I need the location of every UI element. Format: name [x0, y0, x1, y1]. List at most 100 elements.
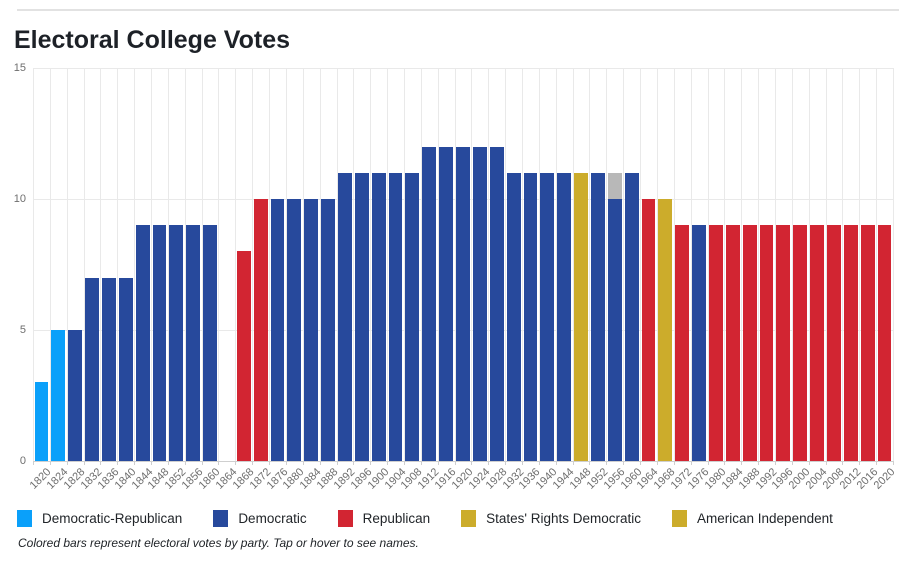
bar-2012-republican[interactable]: [843, 225, 858, 461]
bar-1820-democratic-republican[interactable]: [34, 382, 49, 461]
gridline-vertical: [353, 68, 355, 461]
bar-1896-democratic[interactable]: [354, 172, 369, 461]
x-axis-tick: [690, 461, 692, 465]
bar-2020-republican[interactable]: [877, 225, 892, 461]
bar-1944-democratic[interactable]: [557, 172, 572, 461]
bar-1852-democratic[interactable]: [169, 225, 184, 461]
top-rule: [17, 9, 899, 11]
bar-2016-republican[interactable]: [860, 225, 875, 461]
bar-1912-democratic[interactable]: [422, 146, 437, 461]
bar-1832-democratic[interactable]: [85, 277, 99, 461]
gridline-vertical: [673, 68, 675, 461]
bar-1956-other[interactable]: [607, 172, 622, 199]
x-axis-tick: [269, 461, 271, 465]
gridline-vertical: [825, 68, 827, 461]
x-axis-tick: [319, 461, 321, 465]
gridline-vertical: [623, 68, 625, 461]
bar-1984-republican[interactable]: [725, 225, 740, 461]
bar-1904-democratic[interactable]: [388, 172, 403, 461]
bar-1932-democratic[interactable]: [506, 172, 521, 461]
bar-1972-republican[interactable]: [675, 225, 690, 461]
bar-1936-democratic[interactable]: [523, 172, 538, 461]
legend-label: Democratic-Republican: [42, 511, 183, 526]
x-axis-tick: [420, 461, 422, 465]
gridline-vertical: [774, 68, 776, 461]
bar-1976-democratic[interactable]: [692, 225, 706, 461]
legend-item-american-independent[interactable]: American Independent: [672, 510, 833, 527]
bar-1940-democratic[interactable]: [540, 172, 555, 461]
bar-1880-democratic[interactable]: [287, 199, 302, 461]
bar-1952-democratic[interactable]: [590, 172, 605, 461]
bar-1900-democratic[interactable]: [371, 172, 386, 461]
bar-1956-democratic[interactable]: [607, 199, 622, 461]
y-tick-label: 10: [13, 193, 26, 205]
bar-1988-republican[interactable]: [742, 225, 757, 461]
bar-1928-democratic[interactable]: [489, 146, 504, 461]
gridline-vertical: [555, 68, 557, 461]
legend-label: States' Rights Democratic: [486, 511, 642, 526]
bar-1840-democratic[interactable]: [118, 277, 133, 461]
bar-1920-democratic[interactable]: [456, 146, 470, 461]
gridline-vertical: [488, 68, 490, 461]
gridline-vertical: [387, 68, 389, 461]
x-axis-tick: [100, 461, 102, 465]
bar-1844-democratic[interactable]: [135, 225, 150, 461]
bar-1848-democratic[interactable]: [152, 225, 167, 461]
bar-1892-democratic[interactable]: [338, 172, 352, 461]
x-axis-tick: [623, 461, 625, 465]
gridline-vertical: [707, 68, 709, 461]
bar-1916-democratic[interactable]: [439, 146, 454, 461]
x-axis-tick: [66, 461, 68, 465]
x-axis-tick: [33, 461, 34, 465]
bar-2008-republican[interactable]: [827, 225, 841, 461]
bar-1964-republican[interactable]: [641, 199, 656, 461]
bar-1884-democratic[interactable]: [304, 199, 319, 461]
bar-1996-republican[interactable]: [776, 225, 791, 461]
x-axis-tick: [370, 461, 372, 465]
x-axis-tick: [403, 461, 405, 465]
bar-2004-republican[interactable]: [810, 225, 825, 461]
footnote: Colored bars represent electoral votes b…: [18, 536, 419, 550]
gridline-vertical: [454, 68, 456, 461]
bar-1856-democratic[interactable]: [186, 225, 201, 461]
x-axis-tick: [151, 461, 153, 465]
legend-item-states-rights-democratic[interactable]: States' Rights Democratic: [461, 510, 641, 527]
gridline-vertical: [218, 68, 220, 461]
bar-1836-democratic[interactable]: [101, 277, 116, 461]
bar-1968-american-independent[interactable]: [658, 199, 673, 461]
x-axis-tick: [741, 461, 743, 465]
bar-1924-democratic[interactable]: [472, 146, 487, 461]
gridline-vertical: [420, 68, 422, 461]
bar-1868-republican[interactable]: [236, 251, 251, 461]
x-axis-tick: [640, 461, 642, 465]
bar-1824-democratic-republican[interactable]: [51, 330, 66, 461]
legend-item-democratic[interactable]: Democratic: [213, 510, 307, 527]
legend-item-republican[interactable]: Republican: [337, 510, 430, 527]
bar-1888-democratic[interactable]: [321, 199, 336, 461]
bar-1828-democratic[interactable]: [68, 330, 83, 461]
x-axis-tick: [859, 461, 861, 465]
legend-swatch-icon: [17, 510, 32, 527]
legend-item-democratic-republican[interactable]: Democratic-Republican: [17, 510, 182, 527]
x-axis-tick: [353, 461, 355, 465]
y-tick-label: 5: [19, 324, 26, 336]
gridline-vertical: [49, 68, 51, 461]
legend-swatch-icon: [461, 510, 477, 527]
bar-1992-republican[interactable]: [759, 225, 774, 461]
bar-1980-republican[interactable]: [709, 225, 723, 461]
bar-1876-democratic[interactable]: [270, 199, 285, 461]
bar-1948-states-rights-democratic[interactable]: [574, 172, 588, 461]
x-axis-tick: [555, 461, 557, 465]
bar-1860-democratic[interactable]: [203, 225, 217, 461]
x-axis-tick: [572, 461, 574, 465]
x-axis-tick: [336, 461, 338, 465]
bar-2000-republican[interactable]: [793, 225, 808, 461]
bar-1960-democratic[interactable]: [624, 172, 639, 461]
x-axis-tick: [606, 461, 608, 465]
gridline-vertical: [808, 68, 810, 461]
y-tick-label: 0: [19, 455, 26, 467]
bar-1872-republican[interactable]: [253, 199, 268, 461]
gridline-vertical: [842, 68, 844, 461]
bar-1908-democratic[interactable]: [405, 172, 420, 461]
